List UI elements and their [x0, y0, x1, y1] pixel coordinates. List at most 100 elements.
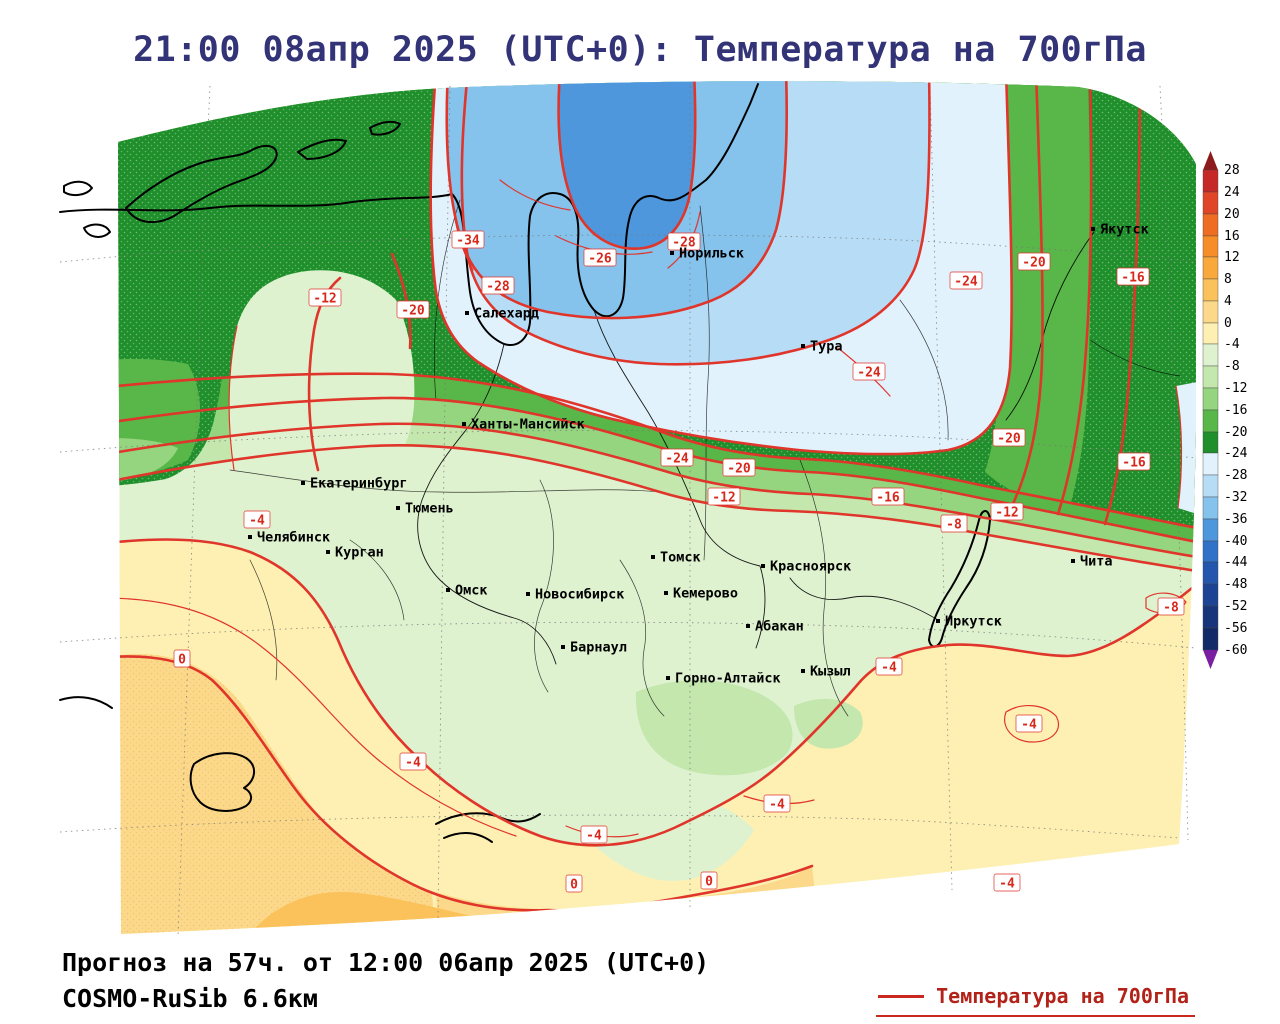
- contour-label: -8: [1157, 597, 1185, 616]
- svg-text:-8: -8: [946, 518, 962, 533]
- svg-text:0: 0: [178, 653, 186, 668]
- colorbar-tick: 24: [1224, 185, 1240, 200]
- svg-text:Горно-Алтайск: Горно-Алтайск: [675, 671, 781, 687]
- colorbar-tick: 16: [1224, 229, 1240, 244]
- band-minus40-minus36-core: [558, 81, 696, 249]
- colorbar-tick: -48: [1224, 577, 1247, 592]
- city-marker: Омск: [446, 583, 488, 599]
- colorbar-cell: [1202, 627, 1219, 651]
- colorbar-cell: [1202, 605, 1219, 629]
- contour-label: -16: [1116, 267, 1150, 286]
- city-marker: Кызыл: [801, 664, 851, 680]
- colorbar-cell: [1202, 322, 1219, 345]
- colorbar-tick: -16: [1224, 403, 1247, 418]
- isotherm-minus4: [118, 538, 1196, 847]
- contour-label: -20: [992, 428, 1026, 447]
- isotherm-minus32: [445, 81, 788, 320]
- legend: Температура на 700гПа: [876, 984, 1195, 1017]
- svg-text:-12: -12: [313, 292, 336, 307]
- legend-line-sample: [878, 994, 925, 998]
- contour-label: -16: [871, 487, 905, 506]
- svg-text:-20: -20: [1022, 256, 1046, 271]
- state-border: [443, 832, 493, 843]
- river-ob: [417, 343, 557, 665]
- lake-baikal: [928, 510, 991, 648]
- contour-label: -12: [990, 502, 1024, 521]
- admin-boundary: [229, 469, 661, 493]
- svg-text:-28: -28: [672, 236, 696, 251]
- isotherm-minus24-rightedge: [1175, 385, 1183, 509]
- arctic-coastline: [59, 83, 759, 346]
- city-marker: Тура: [801, 339, 843, 355]
- svg-text:Екатеринбург: Екатеринбург: [310, 476, 408, 492]
- colorbar-tick: 4: [1224, 294, 1232, 309]
- colorbar-cell: [1202, 300, 1219, 324]
- river-angara: [789, 577, 939, 621]
- colorbar-tick: -12: [1224, 381, 1247, 396]
- colorbar-cell: [1202, 540, 1219, 563]
- svg-text:-20: -20: [401, 304, 425, 319]
- contour-label: -4: [1015, 714, 1043, 733]
- colorbar-tick: -28: [1224, 468, 1247, 483]
- contour-label: -20: [396, 300, 430, 319]
- svg-text:Новосибирск: Новосибирск: [535, 587, 624, 603]
- svg-text:-4: -4: [769, 798, 785, 813]
- isotherm-minus24: [429, 81, 1013, 456]
- svg-text:Красноярск: Красноярск: [770, 559, 851, 575]
- colorbar-tick: -60: [1224, 643, 1247, 658]
- svg-text:-24: -24: [665, 452, 689, 467]
- svg-text:-4: -4: [586, 829, 602, 844]
- svg-text:-20: -20: [997, 432, 1021, 447]
- svg-text:-16: -16: [1121, 271, 1145, 286]
- colorbar-tick: 12: [1224, 250, 1240, 265]
- city-marker: Красноярск: [761, 559, 851, 575]
- model-info: COSMO-RuSib 6.6км: [62, 984, 318, 1013]
- page-title: 21:00 08апр 2025 (UTC+0): Температура на…: [133, 30, 1147, 70]
- colorbar-tick: -52: [1224, 599, 1247, 614]
- svg-text:-28: -28: [486, 280, 510, 295]
- colorbar-cell: [1202, 474, 1219, 498]
- colorbar: 28 24 20 16 12 8 4 0 -4 -8 -12 -16 -20 -…: [1202, 151, 1248, 669]
- svg-text:Кызыл: Кызыл: [810, 664, 851, 680]
- svg-text:-4: -4: [405, 756, 421, 771]
- colorbar-tick: -32: [1224, 490, 1247, 505]
- colorbar-cell: [1202, 387, 1219, 411]
- city-marker: Челябинск: [248, 530, 330, 546]
- svg-text:Томск: Томск: [660, 550, 701, 566]
- colorbar-cell: [1202, 409, 1219, 433]
- contour-label: -4: [993, 873, 1021, 892]
- admin-boundary: [433, 199, 461, 401]
- isotherm-minus20: [118, 372, 1196, 530]
- colorbar-tick: -24: [1224, 446, 1248, 461]
- svg-text:Кемерово: Кемерово: [673, 586, 738, 602]
- colorbar-cell: [1202, 583, 1219, 607]
- colorbar-tick: -20: [1224, 425, 1247, 440]
- colorbar-cell: [1202, 452, 1219, 476]
- contour-label: -4: [399, 752, 427, 771]
- svg-text:-8: -8: [1163, 601, 1179, 616]
- admin-boundary: [699, 205, 710, 561]
- contour-label: -12: [308, 288, 342, 307]
- svg-text:Иркутск: Иркутск: [945, 614, 1002, 630]
- isotherm-thin: [228, 325, 238, 471]
- stipple-orange: [118, 653, 436, 934]
- contour-label: 0: [700, 871, 718, 890]
- admin-boundary: [1089, 339, 1181, 377]
- city-marker: Томск: [651, 550, 701, 566]
- admin-boundary: [799, 459, 849, 717]
- isotherm-thin: [1004, 705, 1060, 743]
- isotherm-minus28: [460, 81, 931, 366]
- island-novaya-zemlya: [125, 144, 278, 224]
- city-marker: Иркутск: [936, 614, 1002, 630]
- svg-text:Чита: Чита: [1080, 554, 1113, 570]
- city-marker: Ханты-Мансийск: [462, 417, 585, 433]
- svg-text:Норильск: Норильск: [679, 246, 744, 262]
- graticule-line: [59, 814, 1181, 839]
- contour-label: -34: [451, 230, 485, 249]
- city-marker: Горно-Алтайск: [666, 671, 781, 687]
- svg-text:-24: -24: [954, 275, 978, 290]
- svg-text:Челябинск: Челябинск: [257, 530, 330, 546]
- contour-label: -4: [763, 794, 791, 813]
- graticule-line: [59, 621, 1197, 649]
- admin-boundary: [899, 299, 949, 441]
